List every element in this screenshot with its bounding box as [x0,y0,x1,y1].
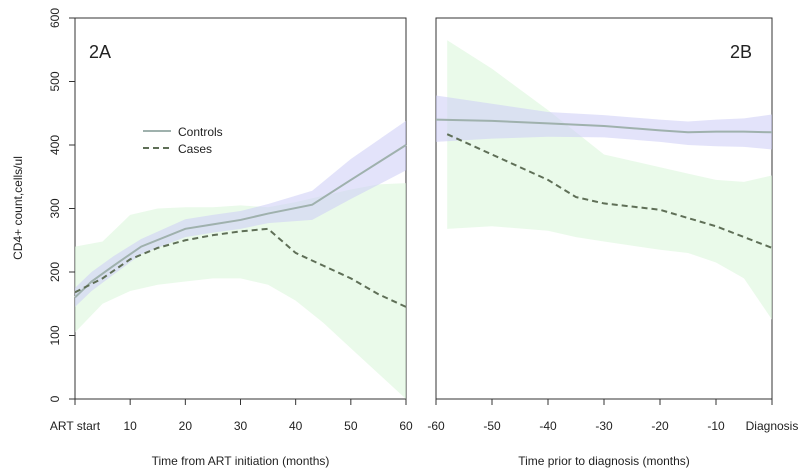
panel-2a-x-axis-title: Time from ART initiation (months) [152,454,330,468]
x-tick-label: 20 [179,419,193,433]
x-tick-label: 30 [234,419,248,433]
cases-series-line [74,227,407,308]
y-tick-label: 100 [48,325,62,345]
x-tick-label: ART start [50,419,101,433]
panel-2a-confidence-bands [75,120,406,399]
y-tick-label: 500 [48,71,62,91]
cases-confidence-band [447,40,772,320]
panel-2b-x-axis: -60 -50 -40 -30 -20 -10 Diagnosis [427,399,798,433]
controls-series-line [74,144,407,299]
y-tick-label: 400 [48,135,62,155]
panel-2b-series-lines [435,118,773,249]
x-tick-label: -10 [707,419,725,433]
panel-2b-x-axis-title: Time prior to diagnosis (months) [518,454,690,468]
legend: Controls Cases [143,125,223,156]
panel-2b-label: 2B [730,42,752,62]
controls-confidence-band [436,95,772,150]
y-tick-label: 200 [48,262,62,282]
legend-cases-label: Cases [178,142,212,156]
panel-2b: -60 -50 -40 -30 -20 -10 Diagnosis 2B Time prio… [427,17,798,468]
x-tick-label: 60 [399,419,413,433]
x-tick-label: 50 [344,419,358,433]
x-tick-label: 10 [123,419,137,433]
y-tick-label: 0 [48,395,62,402]
x-tick-label: Diagnosis [746,419,799,433]
x-tick-label: -20 [651,419,669,433]
legend-controls-label: Controls [178,125,223,139]
panel-2a-x-axis: ART start 10 20 30 40 50 60 [50,399,413,433]
x-tick-label: 40 [289,419,303,433]
controls-series-line [435,118,773,134]
x-tick-label: -30 [595,419,613,433]
y-axis-title: CD4+ count,cells/ul [11,156,25,260]
y-tick-label: 600 [48,8,62,28]
controls-confidence-band [75,120,406,307]
x-tick-label: -40 [539,419,557,433]
x-tick-label: -50 [483,419,501,433]
panel-2a-y-axis: 0 100 200 300 400 500 600 [48,8,75,402]
x-tick-label: -60 [427,419,445,433]
panel-2a-series-lines [74,144,407,308]
cases-series-line [446,133,773,249]
panel-2a-label: 2A [89,42,111,62]
panel-2b-confidence-bands [436,40,772,320]
panel-2a: ART start 10 20 30 40 50 60 0 100 200 300 400 500 60… [11,8,413,468]
y-tick-label: 300 [48,198,62,218]
